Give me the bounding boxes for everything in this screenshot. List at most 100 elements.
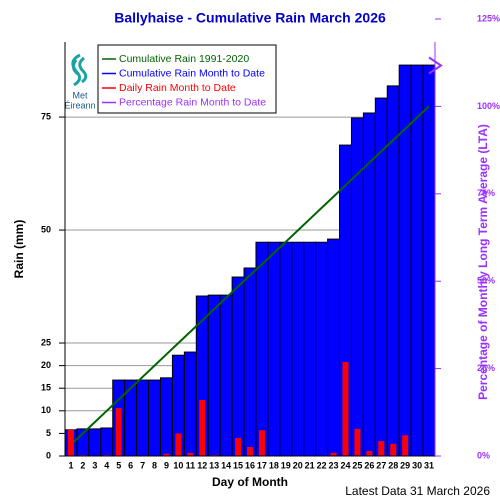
footnote: Latest Data 31 March 2026 [345, 484, 490, 498]
y-tick-label: 0 [46, 450, 51, 460]
cumulative-bar [100, 427, 114, 457]
x-tick-label: 10 [173, 460, 183, 470]
y-tick-label: 5 [46, 428, 51, 438]
x-tick-label: 14 [221, 460, 231, 470]
x-tick-label: 13 [209, 460, 219, 470]
daily-bar [330, 452, 337, 456]
daily-bar [199, 399, 206, 456]
logo-text: Met [72, 90, 88, 100]
y-tick-label: 50 [41, 224, 51, 234]
cumulative-bar [136, 379, 150, 457]
cumulative-bar [243, 267, 257, 457]
cumulative-bar [231, 276, 245, 457]
y2-tick-label: 125% [477, 13, 500, 23]
cumulative-bar [219, 294, 233, 457]
cumulative-bar [410, 64, 424, 457]
x-axis-label: Day of Month [212, 475, 288, 489]
x-tick-label: 8 [152, 460, 157, 470]
y2-tick-label: 75% [477, 188, 495, 198]
x-tick-label: 31 [424, 460, 434, 470]
cumulative-bar [362, 112, 376, 457]
cumulative-bar [148, 379, 161, 457]
daily-bar [67, 429, 74, 456]
x-tick-label: 4 [104, 460, 109, 470]
x-tick-label: 24 [340, 460, 350, 470]
legend: Cumulative Rain 1991-2020 Cumulative Rain… [97, 44, 277, 114]
y-tick-label: 25 [41, 337, 51, 347]
y-tick-label: 10 [41, 405, 51, 415]
x-tick-label: 18 [269, 460, 279, 470]
x-tick-label: 5 [116, 460, 121, 470]
daily-bar [354, 428, 361, 456]
daily-bar [378, 441, 385, 456]
daily-bar [366, 451, 373, 456]
cumulative-bar [303, 241, 317, 457]
x-tick-label: 22 [317, 460, 327, 470]
cumulative-bar [255, 241, 269, 457]
x-tick-label: 30 [412, 460, 422, 470]
x-tick-label: 15 [233, 460, 243, 470]
logo: Met Éireann [64, 53, 96, 110]
legend-box [97, 44, 277, 114]
y2-tick-label: 100% [477, 101, 500, 111]
legend-label: Cumulative Rain Month to Date [119, 67, 265, 79]
cumulative-bar [207, 294, 221, 457]
x-tick-label: 21 [305, 460, 315, 470]
cumulative-bar [159, 377, 173, 457]
cumulative-bar [279, 241, 293, 457]
x-tick-label: 27 [376, 460, 386, 470]
x-tick-label: 1 [68, 460, 73, 470]
daily-bar [258, 430, 265, 456]
cumulative-bar [327, 238, 341, 457]
x-tick-label: 16 [245, 460, 255, 470]
x-tick-label: 11 [186, 460, 196, 470]
cumulative-bar [422, 64, 436, 457]
x-tick-label: 19 [281, 460, 291, 470]
logo-text: Éireann [64, 100, 95, 110]
logo-swirl [71, 53, 88, 87]
x-tick-label: 3 [92, 460, 97, 470]
cumulative-bar [183, 351, 197, 457]
x-tick-label: 20 [293, 460, 303, 470]
daily-bar [247, 446, 253, 456]
cumulative-bar [88, 428, 102, 457]
y-tick-label: 75 [41, 111, 51, 121]
daily-bar [115, 408, 122, 456]
x-tick-label: 29 [400, 460, 410, 470]
y-tick-label: 15 [41, 383, 51, 393]
x-tick-label: 2 [80, 460, 85, 470]
cumulative-bar [291, 241, 305, 457]
cumulative-bar [267, 241, 281, 457]
x-tick-label: 26 [364, 460, 374, 470]
x-tick-label: 25 [352, 460, 362, 470]
y2-tick-label: 25% [477, 363, 495, 373]
legend-label: Daily Rain Month to Date [119, 82, 236, 94]
y2-axis-label: Percentage of Monthly Long Term Average … [476, 124, 490, 400]
daily-bar [187, 452, 194, 456]
x-tick-label: 17 [257, 460, 267, 470]
y2-tick-label: 50% [477, 276, 495, 286]
legend-label: Cumulative Rain 1991-2020 [119, 53, 249, 65]
x-tick-label: 6 [128, 460, 133, 470]
y-tick-label: 20 [41, 360, 51, 370]
y-axis-label: Rain (mm) [12, 220, 26, 279]
daily-bar [390, 443, 397, 456]
x-tick-label: 7 [140, 460, 145, 470]
x-tick-label: 28 [388, 460, 398, 470]
daily-bar [342, 362, 349, 456]
x-tick-label: 12 [197, 460, 207, 470]
daily-bar [235, 437, 242, 456]
y2-tick-label: 0% [477, 450, 490, 460]
x-tick-label: 9 [164, 460, 169, 470]
x-tick-label: 23 [329, 460, 339, 470]
daily-bar [175, 433, 182, 456]
daily-bar [163, 453, 170, 456]
percentage-arrow [428, 56, 443, 75]
daily-bar [402, 435, 409, 456]
chart-title: Ballyhaise - Cumulative Rain March 2026 [114, 10, 386, 26]
cumulative-bar [350, 117, 364, 457]
lta-line [70, 105, 430, 446]
cumulative-bar [315, 241, 329, 457]
legend-label: Percentage Rain Month to Date [119, 96, 266, 108]
